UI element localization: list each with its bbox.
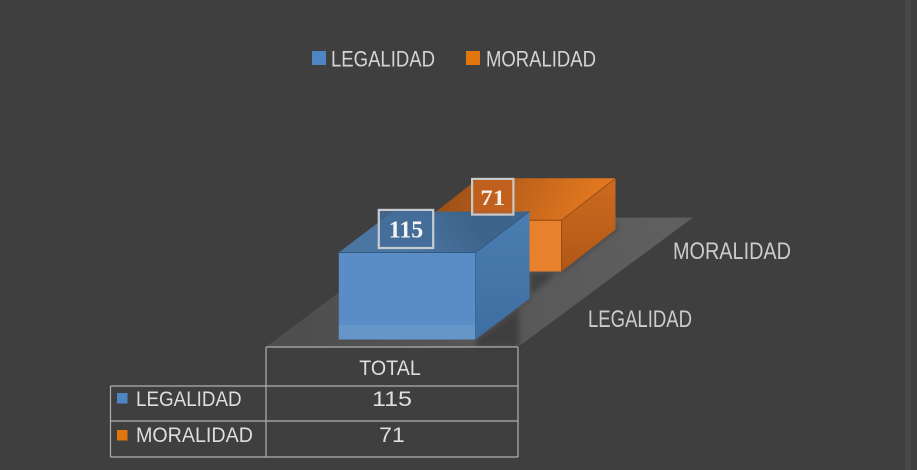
svg-text:115: 115 <box>372 387 412 411</box>
svg-text:LEGALIDAD: LEGALIDAD <box>136 387 242 411</box>
svg-text:71: 71 <box>480 185 505 210</box>
svg-text:LEGALIDAD: LEGALIDAD <box>331 47 435 72</box>
svg-text:71: 71 <box>379 423 405 447</box>
svg-text:115: 115 <box>389 217 424 243</box>
svg-text:TOTAL: TOTAL <box>359 357 421 380</box>
svg-text:MORALIDAD: MORALIDAD <box>136 423 253 447</box>
svg-text:MORALIDAD: MORALIDAD <box>486 47 596 72</box>
svg-text:LEGALIDAD: LEGALIDAD <box>588 306 692 333</box>
svg-text:MORALIDAD: MORALIDAD <box>673 238 791 265</box>
